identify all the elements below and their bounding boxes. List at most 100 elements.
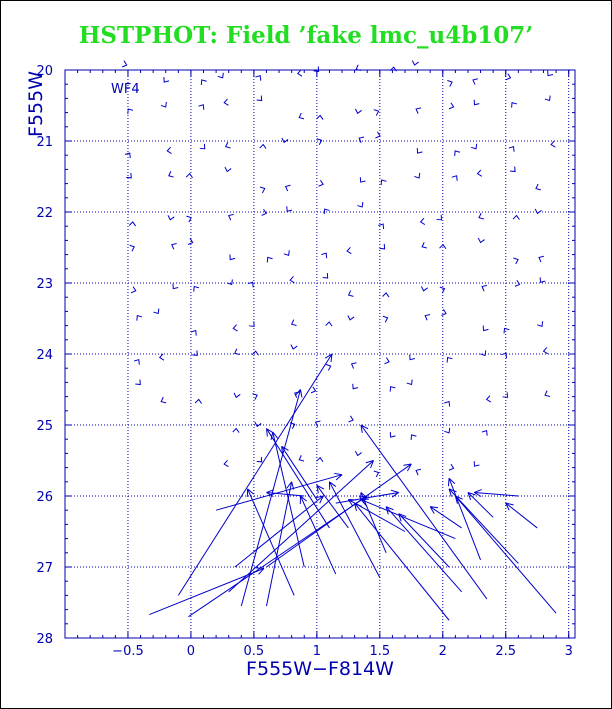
vector-arrowhead xyxy=(544,95,551,102)
vector-arrowhead xyxy=(384,357,390,365)
vector-arrowhead xyxy=(359,177,366,183)
vector-arrowhead xyxy=(454,150,461,156)
x-tick-label: 0 xyxy=(187,644,195,659)
arrow-shaft xyxy=(228,460,374,593)
vector-arrowhead xyxy=(382,292,390,298)
y-tick-label: 20 xyxy=(36,64,53,79)
error-arrow xyxy=(398,513,450,568)
arrow-shaft xyxy=(354,502,450,621)
arrow-head-side xyxy=(281,445,289,451)
error-arrow xyxy=(316,484,349,529)
arrow-head-side xyxy=(286,481,293,489)
vector-arrowhead xyxy=(251,350,259,356)
vector-arrowhead xyxy=(406,379,413,386)
error-arrow xyxy=(454,495,557,614)
vector-arrowhead xyxy=(544,390,550,397)
vector-arrowhead xyxy=(354,108,362,115)
vector-arrowhead xyxy=(190,329,197,336)
vector-arrowhead xyxy=(441,309,447,316)
vector-arrowhead xyxy=(416,148,423,154)
arrow-shaft xyxy=(335,491,399,504)
vector-arrowhead xyxy=(514,279,521,287)
vector-arrowhead xyxy=(411,60,419,66)
arrow-shaft xyxy=(505,502,538,529)
arrow-shaft xyxy=(149,567,265,616)
arrow-head-side xyxy=(329,481,337,487)
arrow-head-side xyxy=(258,568,265,575)
error-arrow xyxy=(228,460,374,593)
y-tick-label: 28 xyxy=(36,632,53,647)
x-tick-label: 1.5 xyxy=(369,644,390,659)
vector-arrowhead xyxy=(448,102,455,110)
arrow-shaft xyxy=(215,474,343,511)
vector-arrowhead xyxy=(472,78,478,85)
vector-arrowhead xyxy=(318,179,324,187)
arrow-head-side xyxy=(324,353,333,359)
vector-arrowhead xyxy=(233,392,241,399)
vector-arrowhead xyxy=(378,223,385,230)
arrow-shaft xyxy=(448,488,519,564)
vector-arrowhead xyxy=(511,102,517,108)
vector-arrowhead xyxy=(153,308,160,315)
arrow-shaft xyxy=(454,495,557,614)
x-tick-label: 0.5 xyxy=(244,644,265,659)
error-arrow xyxy=(265,428,330,529)
vector-arrowhead xyxy=(289,276,295,284)
arrow-head-side xyxy=(505,502,514,506)
vector-arrowhead xyxy=(133,359,140,365)
error-arrow xyxy=(505,502,538,529)
arrow-head-side xyxy=(370,460,374,469)
vector-arrowhead xyxy=(542,347,549,355)
arrow-head-side xyxy=(474,489,482,493)
vector-arrowhead xyxy=(198,104,205,110)
vector-arrowhead xyxy=(256,95,263,102)
vector-arrowhead xyxy=(200,79,207,85)
vector-arrowhead xyxy=(298,112,305,120)
vector-arrowhead xyxy=(373,109,380,116)
y-axis-ticks: 20 21 22 23 24 25 26 27 28 xyxy=(36,64,575,647)
error-arrow xyxy=(335,489,399,504)
error-arrow xyxy=(270,431,305,568)
arrow-head-side xyxy=(385,506,394,511)
vector-arrowhead xyxy=(228,213,234,221)
y-axis-label: F555W xyxy=(25,71,47,137)
vector-arrowhead xyxy=(512,214,520,220)
vector-arrowhead xyxy=(352,383,359,390)
vector-arrowhead xyxy=(160,396,167,404)
vector-arrowhead xyxy=(375,131,381,139)
arrow-shaft xyxy=(398,513,450,568)
vector-arrowhead xyxy=(481,284,488,292)
vector-arrowhead xyxy=(477,237,485,244)
arrow-head-side xyxy=(365,460,374,464)
vector-arrowhead xyxy=(414,172,421,179)
error-arrow xyxy=(246,488,295,596)
x-axis-label: F555W−F814W xyxy=(246,658,394,680)
arrow-head-side xyxy=(505,502,510,511)
y-tick-label: 21 xyxy=(36,135,53,150)
arrow-head-side xyxy=(360,492,368,499)
vector-arrowhead xyxy=(124,152,131,159)
arrow-shaft xyxy=(360,499,456,540)
vector-arrowhead xyxy=(358,136,365,143)
error-arrow xyxy=(215,472,343,511)
vector-arrowhead xyxy=(419,217,426,226)
vector-arrowhead xyxy=(316,114,324,120)
arrow-shaft xyxy=(385,506,463,593)
vector-arrowhead xyxy=(410,434,417,440)
vector-arrowhead xyxy=(389,432,396,438)
vector-arrowhead xyxy=(298,455,305,462)
vector-arrowhead xyxy=(357,202,364,208)
vector-arrowhead xyxy=(409,354,416,361)
x-tick-label: 3 xyxy=(565,644,573,659)
error-arrow xyxy=(360,498,456,540)
vector-arrowhead xyxy=(199,143,206,150)
arrow-head-side xyxy=(385,506,389,515)
vector-arrowhead xyxy=(194,398,203,404)
error-arrow xyxy=(474,489,519,497)
plot-area: −0.5 0 0.5 1 1.5 2 2.5 3 20 21 22 23 24 25 26 27 28 WF4… xyxy=(25,60,576,680)
vector-arrowhead xyxy=(166,146,172,155)
x-axis-ticks: −0.5 0 0.5 1 1.5 2 2.5 3 xyxy=(64,70,573,659)
vector-arrowhead xyxy=(255,75,262,81)
arrow-head-side xyxy=(448,488,457,493)
